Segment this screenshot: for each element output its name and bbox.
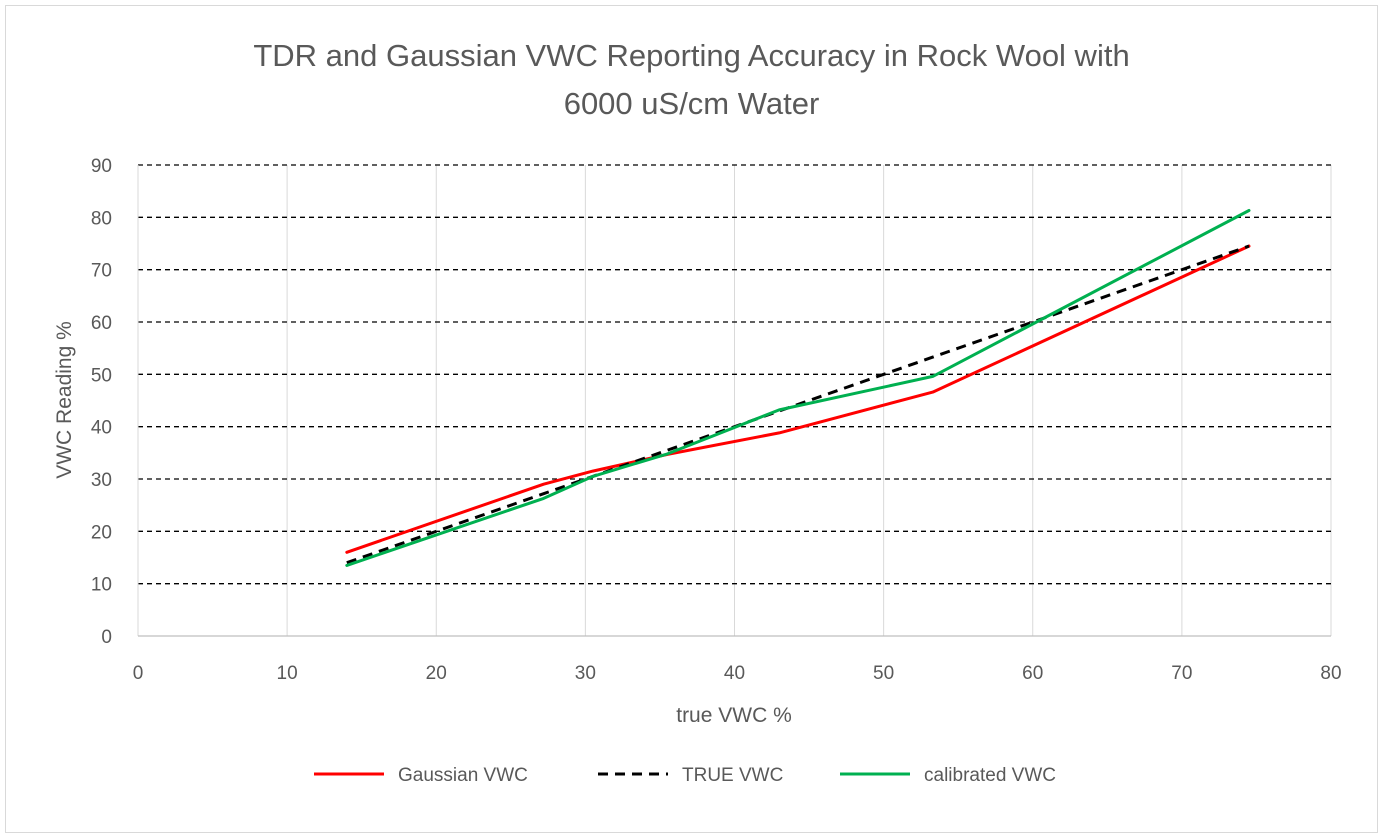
x-tick-label: 30 xyxy=(575,663,596,684)
y-tick-label: 30 xyxy=(91,470,112,491)
y-tick-label: 70 xyxy=(91,261,112,282)
series-line-1 xyxy=(346,244,1250,565)
x-axis-label: true VWC % xyxy=(676,704,792,727)
x-tick-label: 10 xyxy=(277,663,298,684)
chart-frame xyxy=(5,5,1378,833)
y-axis-label: VWC Reading % xyxy=(53,321,76,479)
y-tick-label: 40 xyxy=(91,418,112,439)
y-tick-label: 50 xyxy=(91,365,112,386)
series-line-0 xyxy=(345,244,1251,554)
x-tick-label: 60 xyxy=(1022,663,1043,684)
x-tick-label: 20 xyxy=(426,663,447,684)
y-tick-label: 10 xyxy=(91,575,112,596)
chart-title-line-1: TDR and Gaussian VWC Reporting Accuracy … xyxy=(253,38,1129,73)
x-tick-label: 70 xyxy=(1171,663,1192,684)
chart-title-line-2: 6000 uS/cm Water xyxy=(564,86,820,121)
x-tick-label: 0 xyxy=(133,663,144,684)
x-tick-label: 50 xyxy=(873,663,894,684)
legend-label-0: Gaussian VWC xyxy=(398,765,528,786)
series-line-2 xyxy=(345,209,1251,567)
x-tick-label: 40 xyxy=(724,663,745,684)
y-tick-label: 90 xyxy=(91,156,112,177)
y-tick-label: 0 xyxy=(101,627,112,648)
legend: Gaussian VWC TRUE VWC calibrated VWC xyxy=(314,765,1056,786)
y-tick-label: 20 xyxy=(91,522,112,543)
legend-label-1: TRUE VWC xyxy=(682,765,783,786)
legend-label-2: calibrated VWC xyxy=(924,765,1056,786)
x-tick-label: 80 xyxy=(1320,663,1341,684)
y-tick-label: 60 xyxy=(91,313,112,334)
y-tick-label: 80 xyxy=(91,208,112,229)
